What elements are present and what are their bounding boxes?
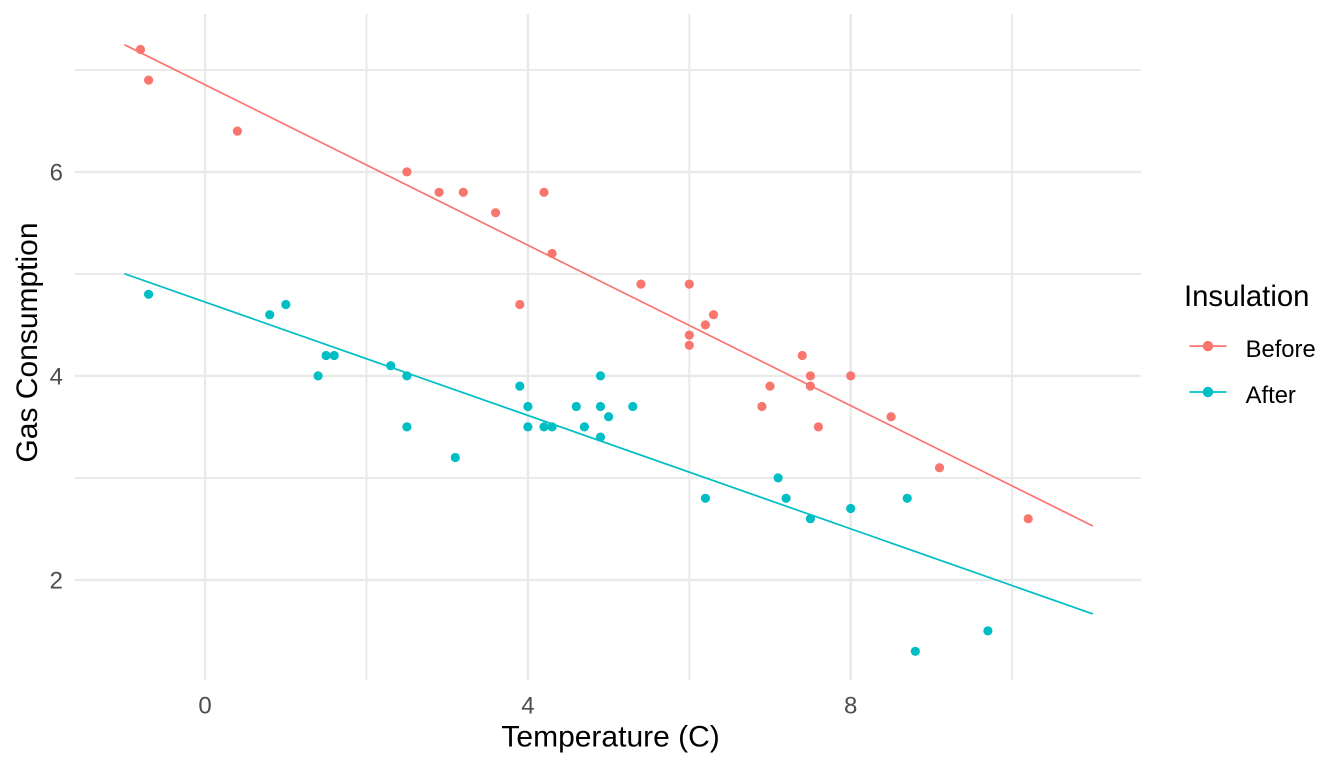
svg-text:2: 2 xyxy=(50,568,63,595)
svg-text:Temperature (C): Temperature (C) xyxy=(501,721,719,754)
svg-text:8: 8 xyxy=(844,693,857,720)
svg-text:After: After xyxy=(1246,382,1296,409)
svg-text:Before: Before xyxy=(1246,336,1316,363)
svg-text:6: 6 xyxy=(50,160,63,187)
svg-text:4: 4 xyxy=(521,693,534,720)
svg-text:Gas Consumption: Gas Consumption xyxy=(11,222,44,462)
svg-text:4: 4 xyxy=(50,364,63,391)
svg-text:Insulation: Insulation xyxy=(1184,280,1309,313)
svg-text:0: 0 xyxy=(198,693,211,720)
